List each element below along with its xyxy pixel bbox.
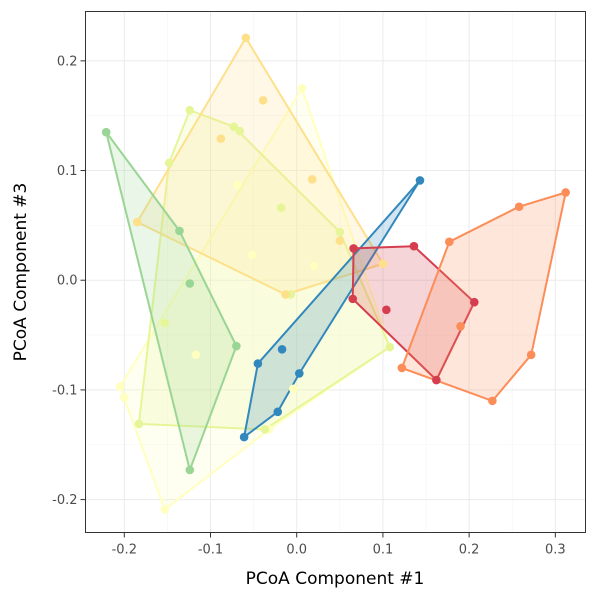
data-point-group-1 [160, 505, 170, 514]
data-point-group-2 [260, 425, 270, 434]
data-point-group-3 [281, 290, 290, 299]
group-hull-6 [351, 245, 476, 381]
data-points [101, 33, 570, 514]
data-point-group-4 [185, 465, 195, 475]
data-point-group-7 [397, 363, 407, 373]
data-point-group-5 [294, 369, 304, 378]
data-point-group-6 [382, 305, 391, 315]
data-point-group-7 [444, 237, 454, 247]
data-point-group-5 [253, 359, 263, 368]
data-point-group-3 [132, 217, 142, 227]
x-axis-title: PCoA Component #1 [246, 569, 425, 589]
group-hull-2 [137, 109, 391, 431]
data-point-group-2 [185, 105, 195, 115]
data-point-group-6 [348, 294, 358, 304]
data-point-group-2 [229, 122, 239, 131]
data-point-group-2 [160, 318, 170, 328]
data-point-group-1 [288, 384, 298, 394]
y-tick-label: 0.1 [57, 164, 78, 179]
data-point-group-1 [119, 393, 129, 402]
data-point-group-3 [378, 259, 388, 269]
data-point-group-6 [432, 375, 441, 385]
y-tick-label: -0.1 [52, 383, 77, 398]
data-point-group-2 [164, 158, 174, 168]
y-axis-title: PCoA Component #3 [11, 183, 31, 362]
x-tick-label: 0.0 [286, 543, 307, 558]
data-point-group-5 [415, 176, 425, 185]
y-tick-label: 0.0 [57, 274, 78, 289]
y-tick-label: 0.2 [57, 54, 78, 69]
axes: -0.2 -0.1 0.0 0.1 0.2 0.3 -0.2 -0.1 0.0 0.1 0.2 [52, 54, 566, 557]
x-tick-label: 0.1 [373, 543, 394, 558]
panel-border [85, 11, 586, 533]
data-point-group-2 [335, 227, 345, 237]
data-point-group-4 [185, 279, 195, 288]
data-point-group-4 [175, 226, 184, 236]
data-point-group-5 [277, 345, 287, 354]
data-point-group-3 [335, 236, 345, 246]
data-point-group-3 [241, 33, 251, 43]
data-point-group-7 [456, 321, 465, 331]
group-hull-1 [119, 87, 391, 511]
grid-lines [85, 11, 586, 533]
x-tick-label: -0.2 [112, 543, 137, 558]
data-point-group-7 [561, 188, 570, 197]
data-point-group-3 [216, 134, 226, 144]
data-point-group-2 [385, 342, 395, 352]
data-point-group-1 [247, 250, 257, 260]
group-hull-5 [243, 179, 421, 439]
x-tick-label: 0.2 [459, 543, 480, 558]
data-point-group-2 [134, 419, 144, 429]
data-point-group-1 [297, 83, 307, 93]
data-point-group-3 [258, 96, 268, 105]
data-point-group-6 [349, 244, 358, 253]
data-point-group-7 [526, 350, 536, 360]
data-point-group-1 [309, 261, 319, 271]
group-hulls [105, 36, 567, 511]
data-point-group-1 [115, 382, 125, 391]
data-point-group-3 [307, 175, 317, 184]
data-point-group-2 [276, 203, 286, 213]
data-point-group-5 [239, 432, 249, 442]
data-point-group-5 [273, 407, 283, 417]
data-point-group-4 [101, 127, 111, 137]
x-tick-label: -0.1 [198, 543, 223, 558]
data-point-group-6 [469, 297, 479, 307]
data-point-group-6 [409, 241, 419, 251]
data-point-group-4 [232, 341, 241, 351]
data-point-group-1 [191, 350, 201, 360]
y-tick-label: -0.2 [52, 493, 77, 508]
data-point-group-1 [232, 180, 242, 190]
data-point-group-2 [235, 126, 245, 136]
data-point-group-7 [514, 202, 524, 212]
x-tick-label: 0.3 [545, 543, 566, 558]
data-point-group-7 [488, 396, 497, 406]
